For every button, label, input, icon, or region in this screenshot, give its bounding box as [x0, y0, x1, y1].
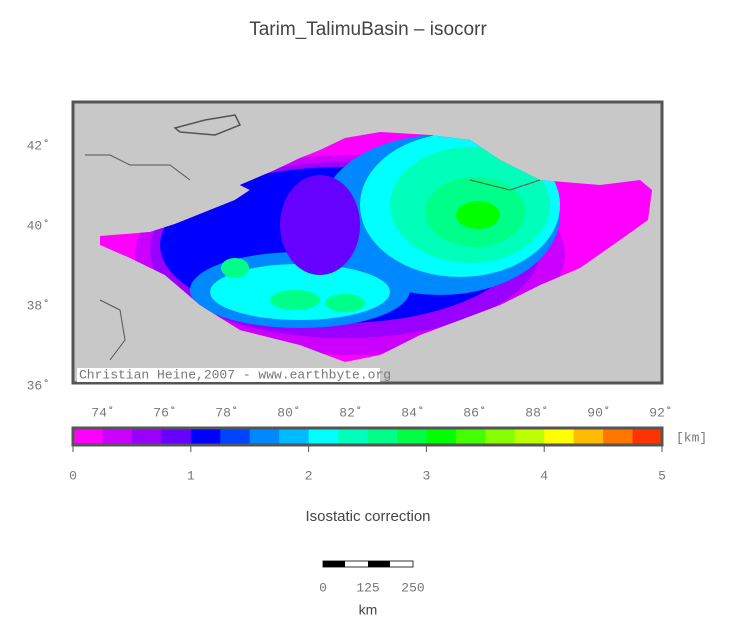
colorbar-segment	[338, 428, 368, 445]
colorbar-segment	[190, 428, 221, 445]
longitude-label: 76˚	[153, 405, 176, 420]
map: Christian Heine,2007 - www.earthbyte.org	[71, 100, 664, 385]
colorbar-segment	[131, 428, 162, 445]
colorbar-segment	[279, 428, 310, 445]
colorbar-tick-label: 4	[540, 468, 548, 483]
colorbar-segment	[102, 428, 133, 445]
longitude-labels: 74˚ 76˚ 78˚ 80˚ 82˚ 84˚ 86˚ 88˚ 90˚ 92˚	[91, 405, 672, 420]
colorbar-tick-label: 0	[69, 468, 77, 483]
latitude-label: 36˚	[27, 378, 50, 393]
colorbar-tick-label: 2	[305, 468, 313, 483]
colorbar-label: Isostatic correction	[305, 508, 430, 525]
latitude-label: 38˚	[27, 298, 50, 313]
scalebar-labels: 0 125 250	[319, 580, 425, 595]
longitude-label: 90˚	[587, 405, 610, 420]
colorbar-tick-label: 5	[658, 468, 666, 483]
scalebar-label: 0	[319, 580, 327, 595]
colorbar-segment	[603, 428, 634, 445]
scalebar-unit: km	[359, 602, 378, 618]
longitude-label: 82˚	[339, 405, 362, 420]
colorbar-segment	[367, 428, 398, 445]
longitude-label: 80˚	[277, 405, 300, 420]
colorbar-segment	[485, 428, 516, 445]
colorbar-segment	[426, 428, 457, 445]
scalebar-label: 250	[401, 580, 424, 595]
scalebar-label: 125	[356, 580, 379, 595]
latitude-label: 42˚	[27, 138, 50, 153]
colorbar-segment	[308, 428, 339, 445]
colorbar-segment	[161, 428, 192, 445]
colorbar-segment	[514, 428, 545, 445]
colorbar-segment	[573, 428, 604, 445]
colorbar-segment	[73, 428, 103, 445]
colorbar: 0 1 2 3 4 5	[69, 428, 666, 483]
latitude-label: 40˚	[27, 218, 50, 233]
colorbar-segment	[396, 428, 427, 445]
colorbar-unit: [km]	[676, 430, 707, 445]
latitude-labels: 42˚ 40˚ 38˚ 36˚	[27, 138, 50, 393]
colorbar-frame	[71, 426, 664, 447]
colorbar-segment	[220, 428, 251, 445]
credit-box	[77, 368, 380, 382]
longitude-label: 78˚	[215, 405, 238, 420]
longitude-label: 88˚	[525, 405, 548, 420]
lake	[173, 114, 242, 136]
longitude-label: 74˚	[91, 405, 114, 420]
longitude-label: 84˚	[401, 405, 424, 420]
credit: Christian Heine,2007 - www.earthbyte.org	[79, 367, 391, 382]
colorbar-segment	[544, 428, 575, 445]
scalebar	[322, 560, 414, 568]
rivers	[85, 154, 541, 361]
colorbar-segment	[632, 428, 663, 445]
colorbar-tick-label: 1	[187, 468, 195, 483]
colorbar-segment	[455, 428, 486, 445]
longitude-label: 86˚	[463, 405, 486, 420]
colorbar-tick-label: 3	[422, 468, 430, 483]
title: Tarim_TalimuBasin – isocorr	[249, 19, 487, 40]
colorbar-segment	[249, 428, 280, 445]
longitude-label: 92˚	[649, 405, 672, 420]
